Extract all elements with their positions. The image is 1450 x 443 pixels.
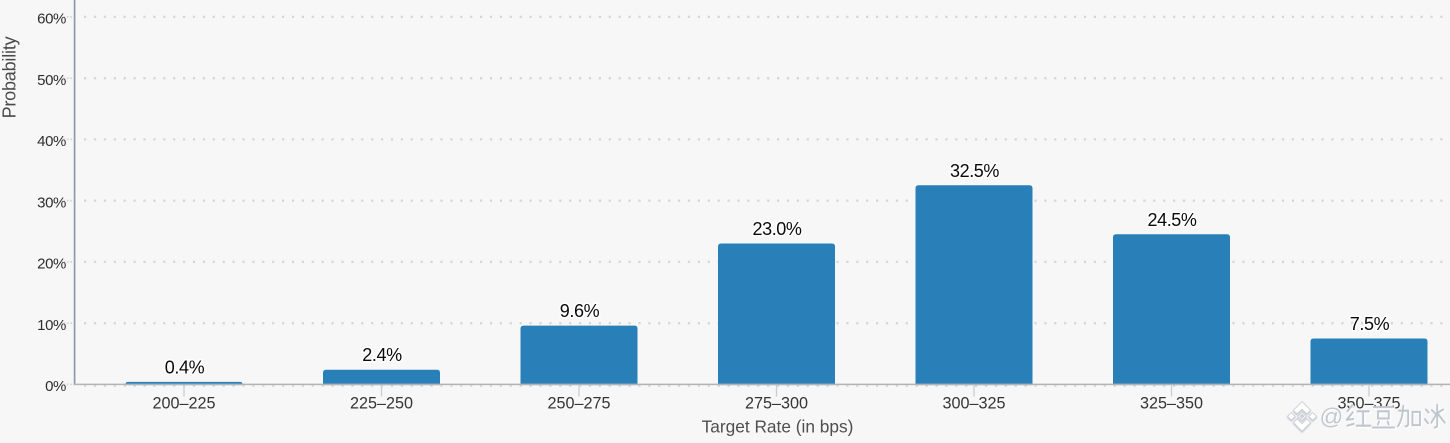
svg-text:Target Rate (in bps): Target Rate (in bps) bbox=[702, 416, 854, 436]
svg-text:7.5%: 7.5% bbox=[1350, 314, 1390, 334]
svg-text:325–350: 325–350 bbox=[1140, 395, 1203, 413]
svg-text:0%: 0% bbox=[45, 378, 66, 395]
svg-text:250–275: 250–275 bbox=[547, 395, 610, 413]
svg-text:10%: 10% bbox=[37, 317, 66, 334]
svg-text:50%: 50% bbox=[37, 72, 66, 89]
svg-text:20%: 20% bbox=[37, 256, 66, 273]
svg-text:225–250: 225–250 bbox=[350, 395, 413, 413]
svg-text:23.0%: 23.0% bbox=[752, 219, 801, 239]
svg-text:275–300: 275–300 bbox=[745, 395, 808, 413]
svg-text:9.6%: 9.6% bbox=[560, 301, 600, 321]
svg-text:24.5%: 24.5% bbox=[1147, 210, 1196, 230]
svg-text:40%: 40% bbox=[37, 133, 66, 150]
svg-text:350–375: 350–375 bbox=[1337, 395, 1400, 413]
svg-text:300–325: 300–325 bbox=[942, 395, 1005, 413]
svg-text:2.4%: 2.4% bbox=[362, 345, 402, 365]
svg-text:30%: 30% bbox=[37, 194, 66, 211]
svg-text:0.4%: 0.4% bbox=[165, 357, 205, 377]
svg-text:@: @ bbox=[1320, 404, 1344, 430]
svg-text:Probability: Probability bbox=[0, 36, 20, 118]
svg-text:32.5%: 32.5% bbox=[950, 161, 999, 181]
svg-text:60%: 60% bbox=[37, 11, 66, 28]
svg-text:200–225: 200–225 bbox=[152, 395, 215, 413]
